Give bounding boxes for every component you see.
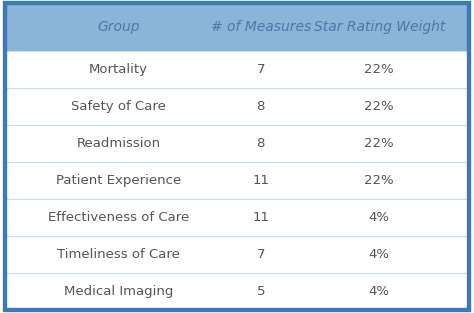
Bar	[5, 88, 469, 125]
Text: 22%: 22%	[365, 100, 394, 113]
Text: Star Rating Weight: Star Rating Weight	[313, 20, 445, 34]
Text: 22%: 22%	[365, 137, 394, 150]
Text: 4%: 4%	[369, 211, 390, 224]
Bar	[5, 51, 469, 88]
Text: 7: 7	[256, 248, 265, 261]
Text: # of Measures: # of Measures	[210, 20, 311, 34]
Bar	[5, 199, 469, 236]
Text: 5: 5	[256, 285, 265, 298]
Bar	[5, 3, 469, 51]
Bar	[5, 273, 469, 310]
Text: Group: Group	[97, 20, 140, 34]
Text: 22%: 22%	[365, 63, 394, 76]
Text: Mortality: Mortality	[89, 63, 148, 76]
Bar	[5, 236, 469, 273]
Text: Effectiveness of Care: Effectiveness of Care	[48, 211, 189, 224]
Text: 7: 7	[256, 63, 265, 76]
Text: 11: 11	[252, 211, 269, 224]
Text: 8: 8	[256, 137, 265, 150]
Text: 11: 11	[252, 174, 269, 187]
Text: Patient Experience: Patient Experience	[56, 174, 181, 187]
Text: Safety of Care: Safety of Care	[71, 100, 166, 113]
Text: 4%: 4%	[369, 248, 390, 261]
Text: 8: 8	[256, 100, 265, 113]
Bar	[5, 125, 469, 162]
Text: 4%: 4%	[369, 285, 390, 298]
Text: Medical Imaging: Medical Imaging	[64, 285, 173, 298]
Text: Timeliness of Care: Timeliness of Care	[57, 248, 180, 261]
Bar	[5, 162, 469, 199]
Text: Readmission: Readmission	[76, 137, 161, 150]
Text: 22%: 22%	[365, 174, 394, 187]
